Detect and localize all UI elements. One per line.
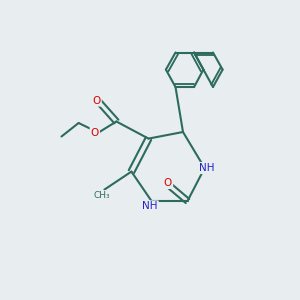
Text: NH: NH — [142, 201, 158, 212]
Text: O: O — [164, 178, 172, 188]
Text: O: O — [92, 95, 101, 106]
Text: NH: NH — [199, 163, 215, 173]
Text: CH₃: CH₃ — [93, 191, 110, 200]
Text: O: O — [91, 128, 99, 138]
